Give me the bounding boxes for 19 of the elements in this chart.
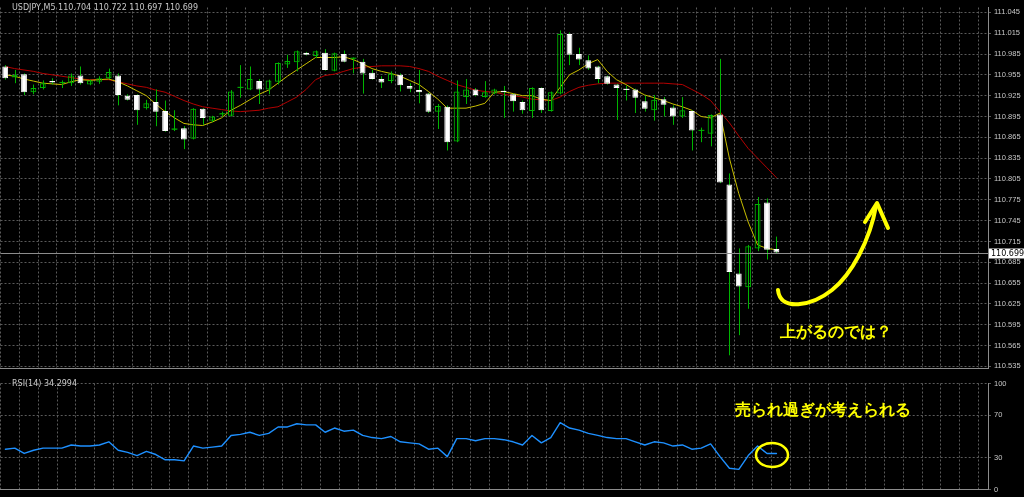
candlestick: [133, 93, 140, 126]
candlestick: [115, 72, 121, 106]
candlestick: [256, 78, 263, 105]
candlestick: [152, 88, 159, 127]
ref-line-label: 110.699: [991, 248, 1024, 258]
candlestick: [632, 88, 639, 114]
candlestick: [397, 72, 404, 92]
chart-title: RSI(14) 34.2994: [12, 379, 78, 388]
candlestick: [322, 48, 328, 72]
candlestick: [735, 247, 742, 336]
chart-title: USDJPY,M5 110.704 110.722 110.697 110.699: [12, 3, 199, 12]
candlestick: [180, 125, 187, 150]
annotation: 売られ過ぎが考えられる: [735, 400, 911, 421]
annotation: 上がるのでは？: [780, 322, 892, 343]
candlestick: [21, 72, 27, 96]
candlestick: [670, 104, 676, 126]
candlestick: [688, 109, 695, 152]
candlestick: [538, 86, 545, 114]
candlestick: [162, 100, 168, 133]
